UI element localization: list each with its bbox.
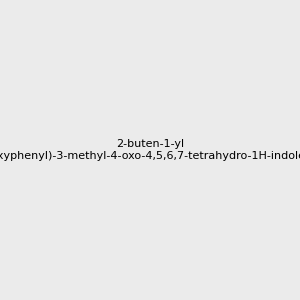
Text: 2-buten-1-yl 6-(3,4-dimethoxyphenyl)-3-methyl-4-oxo-4,5,6,7-tetrahydro-1H-indole: 2-buten-1-yl 6-(3,4-dimethoxyphenyl)-3-m… bbox=[0, 139, 300, 161]
